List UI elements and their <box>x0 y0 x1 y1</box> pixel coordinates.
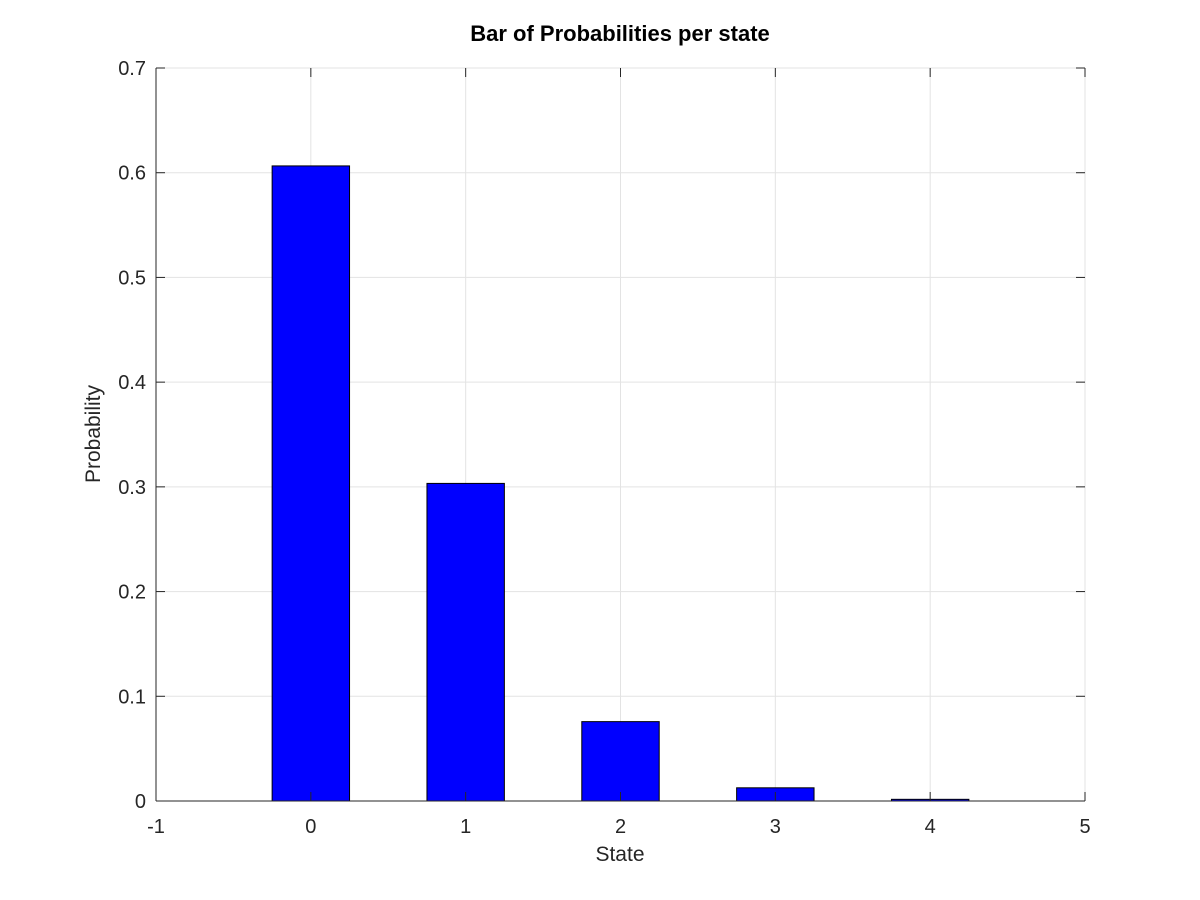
x-tick-label: 0 <box>305 816 316 838</box>
y-tick-label: 0.4 <box>118 372 146 394</box>
bar-state-1 <box>426 482 505 802</box>
x-tick-label: 3 <box>770 816 781 838</box>
y-tick-label: 0.5 <box>118 267 146 289</box>
bar-state-0 <box>271 165 351 802</box>
tick-labels: -1 0 1 2 3 4 500.10.20.30.40.50.60.7 <box>118 58 1090 838</box>
y-tick-label: 0 <box>135 791 146 813</box>
chart-title: Bar of Probabilities per state <box>470 21 770 46</box>
y-axis-label: Probability <box>82 384 105 483</box>
y-tick-label: 0.6 <box>118 163 146 185</box>
x-tick-label: 2 <box>615 816 626 838</box>
x-tick-label: 5 <box>1079 816 1090 838</box>
y-tick-label: 0.7 <box>118 58 146 80</box>
x-axis-label: State <box>595 843 644 866</box>
x-tick-label: -1 <box>147 816 165 838</box>
y-tick-label: 0.3 <box>118 477 146 499</box>
axes <box>155 67 1086 802</box>
bars <box>271 165 970 802</box>
bar-state-2 <box>581 721 660 802</box>
y-tick-label: 0.2 <box>118 582 146 604</box>
x-tick-label: 1 <box>460 816 471 838</box>
x-tick-label: 4 <box>925 816 936 838</box>
y-tick-label: 0.1 <box>118 686 146 708</box>
